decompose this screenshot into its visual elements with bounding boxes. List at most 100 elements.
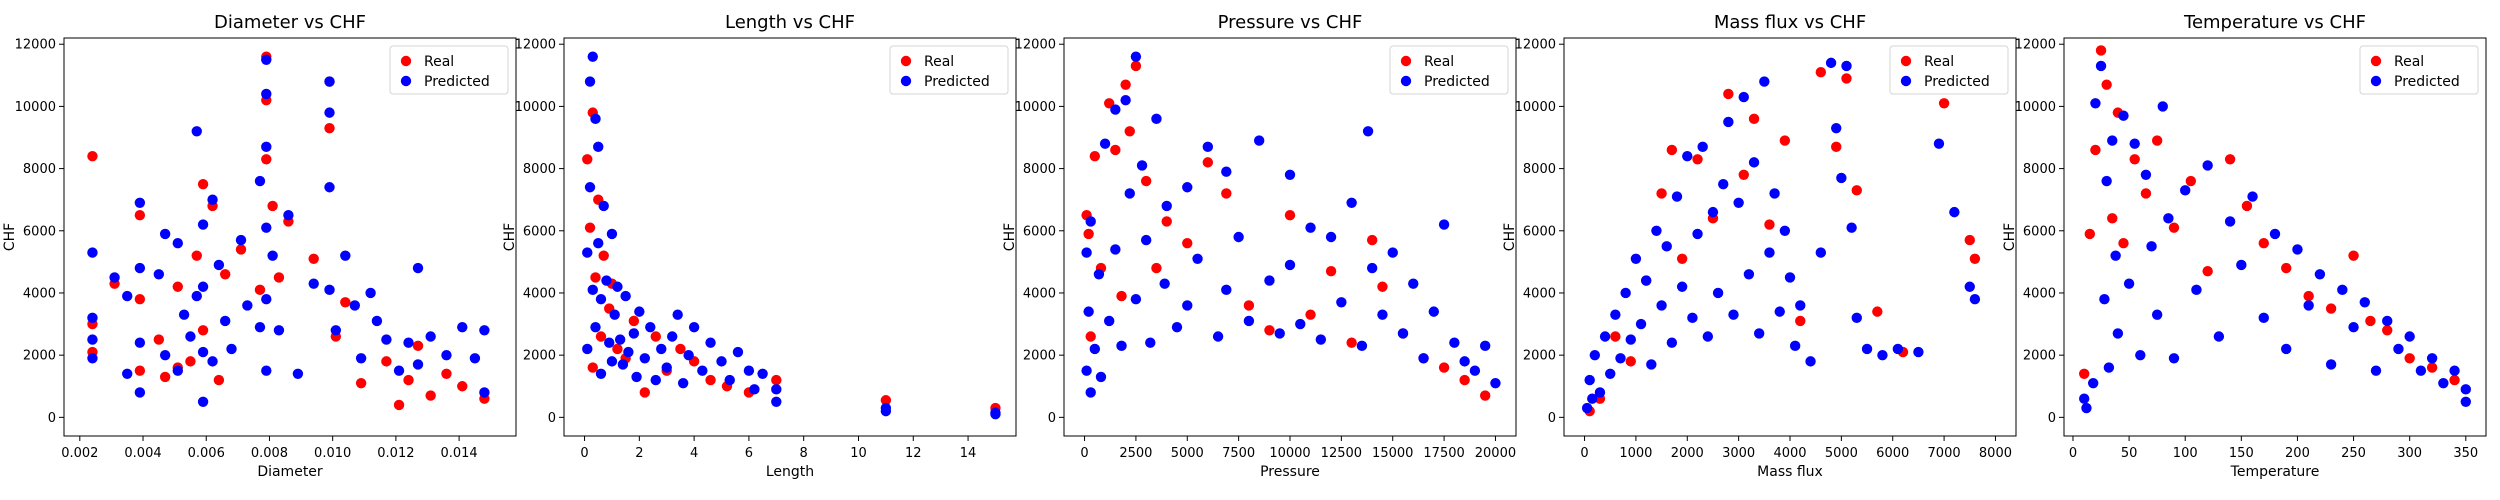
point-predicted: [1151, 113, 1162, 125]
point-predicted: [2337, 284, 2348, 296]
point-predicted: [1635, 318, 1647, 330]
point-predicted: [1438, 219, 1450, 230]
point-real: [1182, 238, 1193, 249]
point-predicted: [2151, 309, 2163, 320]
point-predicted: [1610, 309, 1621, 320]
point-predicted: [1584, 374, 1595, 386]
point-predicted: [1221, 284, 1232, 296]
point-predicted: [1274, 328, 1285, 339]
point-real: [1479, 390, 1491, 401]
subplot-3: 0 2500 5000 7500 10000 12500 15000 17500 20000 0 2…: [1002, 12, 1517, 480]
point-predicted: [880, 405, 892, 417]
point-real: [2084, 228, 2096, 240]
point-real: [267, 200, 278, 212]
point-predicted: [2292, 244, 2303, 255]
chart-title: Length vs CHF: [725, 12, 855, 33]
point-predicted: [595, 368, 607, 380]
point-predicted: [87, 334, 98, 345]
point-predicted: [1769, 188, 1780, 199]
point-predicted: [1095, 371, 1107, 383]
x-axis-label: Diameter: [257, 464, 323, 480]
point-predicted: [1161, 200, 1172, 212]
point-real: [197, 178, 209, 190]
point-predicted: [1774, 306, 1785, 317]
point-real: [1377, 281, 1388, 292]
point-predicted: [639, 353, 651, 364]
point-predicted: [87, 353, 98, 364]
point-predicted: [1243, 315, 1255, 327]
point-real: [1938, 98, 1950, 109]
x-tick-label: 0.004: [124, 446, 161, 461]
scatter-points: [87, 51, 490, 411]
point-predicted: [1479, 340, 1491, 352]
point-real: [590, 272, 601, 283]
legend: Real Predicted: [1889, 45, 2009, 95]
point-predicted: [172, 238, 183, 249]
point-real: [2449, 374, 2460, 386]
point-predicted: [425, 331, 436, 342]
point-predicted: [191, 290, 202, 302]
x-tick-label: 6: [745, 446, 753, 461]
point-real: [412, 340, 424, 352]
point-real: [134, 365, 146, 376]
point-predicted: [178, 309, 190, 320]
y-tick-label: 6000: [1023, 224, 1056, 239]
point-real: [2118, 238, 2129, 249]
point-predicted: [584, 182, 596, 193]
point-predicted: [2281, 343, 2292, 355]
point-real: [340, 297, 351, 308]
point-predicted: [1599, 331, 1611, 342]
point-predicted: [2382, 315, 2393, 327]
point-predicted: [587, 51, 598, 62]
point-predicted: [197, 346, 209, 358]
point-real: [639, 387, 651, 398]
x-axis-label: Pressure: [1260, 464, 1320, 480]
x-axis-label: Length: [766, 464, 814, 480]
point-predicted: [601, 275, 612, 286]
x-tick-label: 0: [1080, 446, 1088, 461]
point-predicted: [2112, 328, 2124, 339]
point-predicted: [261, 54, 272, 65]
point-predicted: [1104, 315, 1115, 327]
y-axis-label: CHF: [502, 223, 518, 251]
y-tick-label: 4000: [523, 286, 556, 301]
point-real: [159, 371, 171, 383]
point-predicted: [122, 368, 133, 380]
point-predicted: [292, 368, 304, 380]
point-real: [1738, 169, 1749, 181]
point-predicted: [614, 334, 626, 345]
point-predicted: [631, 371, 642, 383]
point-real: [1676, 253, 1688, 264]
y-tick-label: 12000: [15, 38, 56, 53]
point-predicted: [2393, 343, 2404, 355]
point-predicted: [634, 306, 645, 317]
point-real: [1459, 374, 1470, 386]
legend-label-real: Real: [924, 54, 954, 70]
axes-frame: [563, 37, 1017, 437]
series-real: [582, 107, 1001, 414]
point-predicted: [324, 107, 335, 118]
point-predicted: [587, 284, 598, 296]
point-predicted: [324, 182, 335, 193]
point-predicted: [134, 262, 146, 274]
point-predicted: [412, 262, 424, 274]
point-predicted: [1093, 269, 1105, 280]
legend-box: [889, 45, 1009, 95]
point-predicted: [582, 343, 593, 355]
point-predicted: [1305, 222, 1316, 233]
point-predicted: [1120, 94, 1131, 106]
point-predicted: [2258, 312, 2269, 324]
point-predicted: [2081, 402, 2092, 414]
point-predicted: [604, 337, 615, 348]
point-real: [191, 250, 202, 261]
legend-label-predicted: Predicted: [2394, 74, 2460, 90]
point-predicted: [1795, 300, 1806, 311]
point-predicted: [677, 377, 689, 389]
point-predicted: [479, 387, 490, 398]
x-tick-label: 2: [635, 446, 643, 461]
point-predicted: [2426, 353, 2438, 364]
point-real: [2365, 315, 2376, 327]
y-tick-label: 2000: [523, 349, 556, 364]
point-predicted: [283, 210, 294, 221]
